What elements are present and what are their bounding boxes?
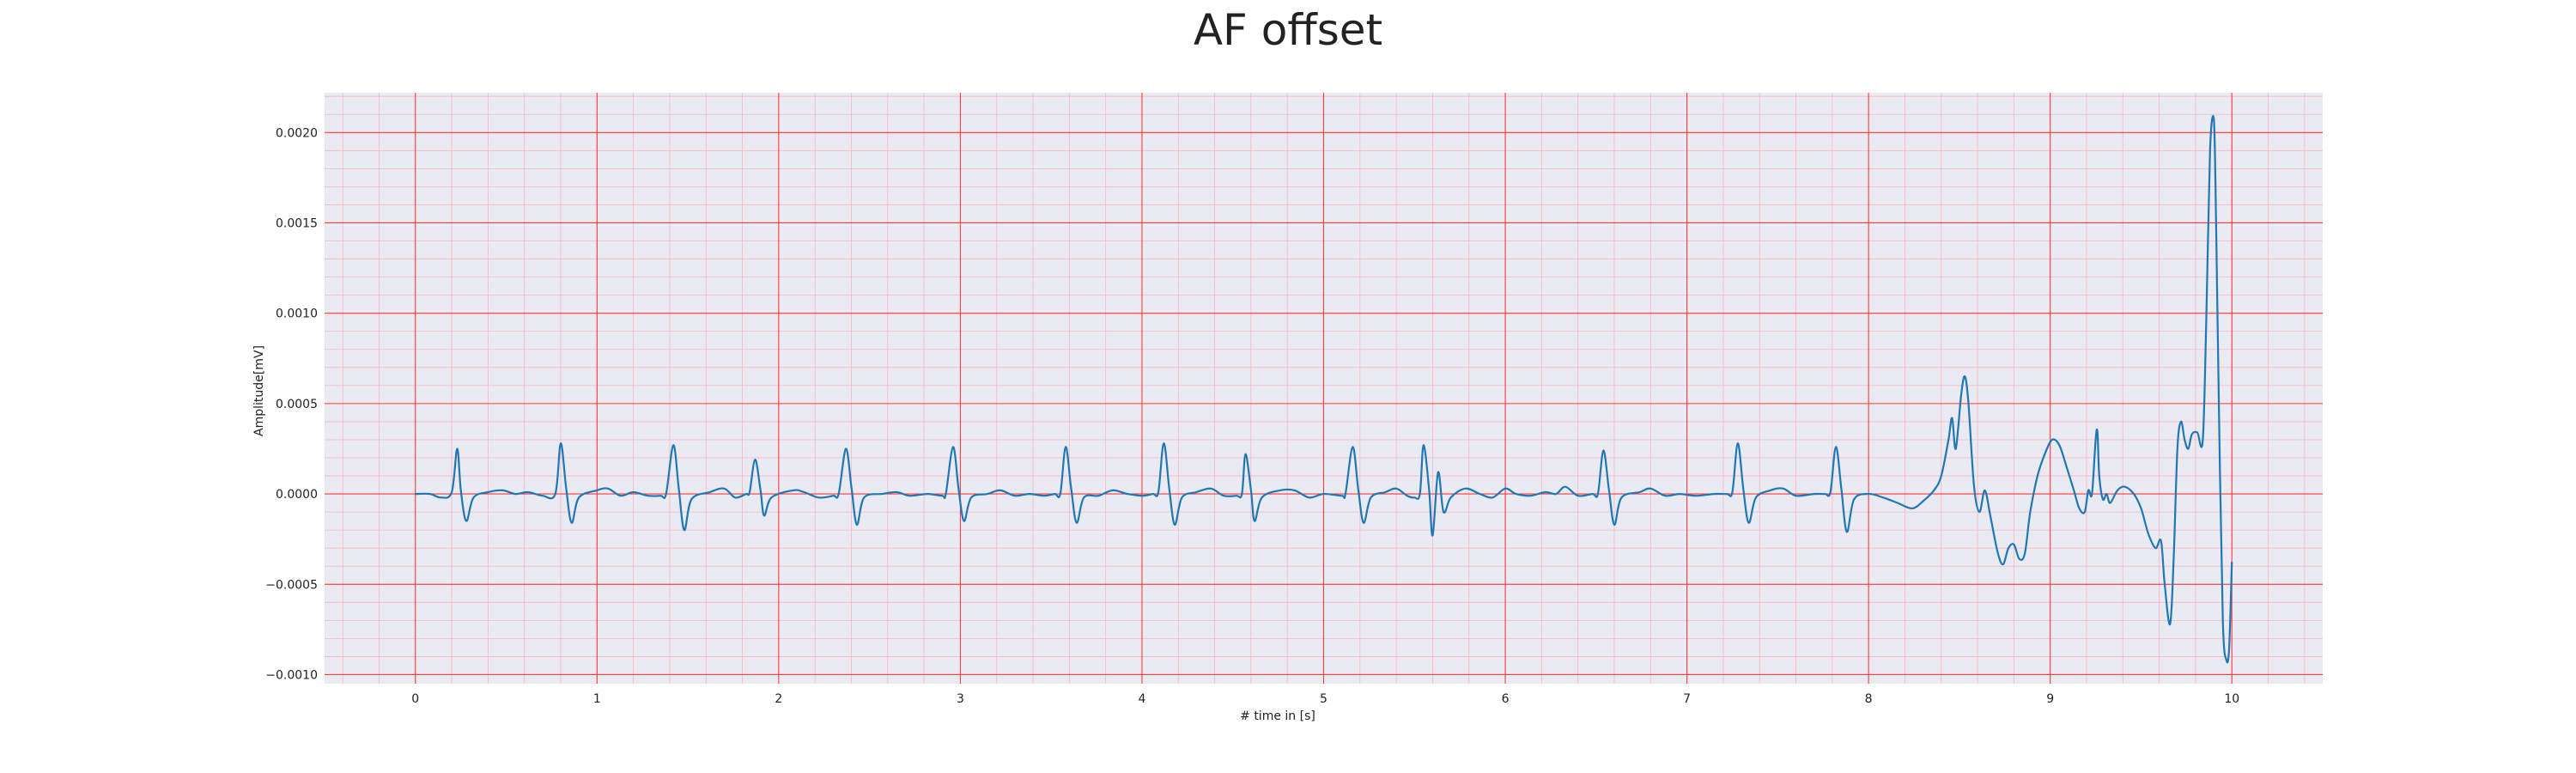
x-tick-label: 3 xyxy=(957,692,964,706)
y-tick-label: 0.0010 xyxy=(276,307,318,321)
x-tick-label: 0 xyxy=(411,692,419,706)
x-tick-label: 10 xyxy=(2224,692,2239,706)
y-tick-label: 0.0020 xyxy=(276,126,318,140)
x-axis-ticks: 0 1 2 3 4 5 6 7 8 9 10 xyxy=(411,692,2239,706)
chart-title: AF offset xyxy=(1194,5,1382,55)
y-tick-label: −0.0005 xyxy=(265,578,318,592)
x-tick-label: 4 xyxy=(1138,692,1145,706)
y-axis-label: Amplitude[mV] xyxy=(252,345,266,436)
x-tick-label: 5 xyxy=(1320,692,1327,706)
x-tick-label: 7 xyxy=(1683,692,1691,706)
ecg-series-line xyxy=(414,114,2233,664)
y-tick-label: 0.0000 xyxy=(276,488,318,502)
y-axis-ticks: −0.0010 −0.0005 0.0000 0.0005 0.0010 0.0015 0.… xyxy=(265,126,318,682)
y-tick-label: 0.0005 xyxy=(276,398,318,411)
y-tick-label: 0.0015 xyxy=(276,216,318,230)
y-tick-label: −0.0010 xyxy=(265,668,318,682)
x-tick-label: 1 xyxy=(593,692,601,706)
x-tick-label: 9 xyxy=(2046,692,2054,706)
x-tick-label: 6 xyxy=(1502,692,1510,706)
x-tick-label: 8 xyxy=(1865,692,1873,706)
x-tick-label: 2 xyxy=(775,692,782,706)
x-axis-label: # time in [s] xyxy=(1240,709,1315,723)
